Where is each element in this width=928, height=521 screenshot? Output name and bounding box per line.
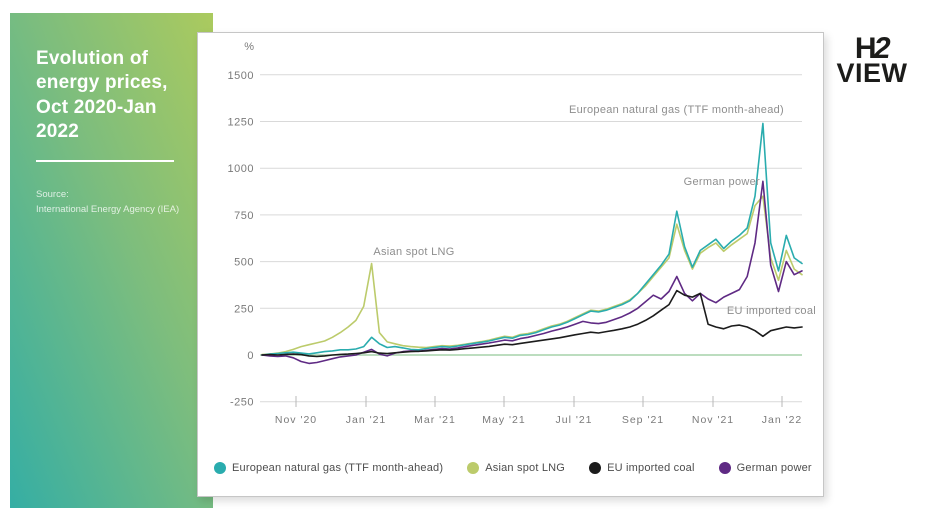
x-axis-tick-label: Nov '20 [275, 414, 317, 426]
legend-label: German power [736, 462, 812, 474]
x-axis-tick-label: May '21 [482, 414, 525, 426]
y-axis-tick-label: 1500 [228, 70, 254, 82]
series-line-european-natural-gas-ttf-month-ahead [261, 122, 803, 356]
source-label: Source: [36, 189, 69, 201]
source-value: International Energy Agency (IEA) [36, 203, 180, 215]
legend-dot-icon [718, 462, 731, 474]
series-annotation: German power [684, 176, 760, 188]
y-axis-unit-label: % [244, 41, 254, 53]
x-axis-tick-label: Jul '21 [555, 414, 592, 426]
y-axis-tick-label: 1250 [228, 117, 254, 129]
x-axis-tick-label: Sep '21 [622, 414, 664, 426]
series-annotation: EU imported coal [727, 305, 816, 317]
series-line-eu-imported-coal [261, 289, 803, 358]
legend-label: Asian spot LNG [485, 462, 566, 474]
sidebar-panel: Evolution of energy prices, Oct 2020-Jan… [10, 13, 213, 508]
series-annotation: Asian spot LNG [373, 246, 454, 258]
legend-dot-icon [589, 462, 602, 474]
y-axis-tick-label: 1000 [228, 163, 254, 175]
legend-dot-icon [467, 462, 480, 474]
y-axis-tick-label: -250 [230, 397, 254, 409]
legend-item: EU imported coal [589, 462, 695, 474]
legend-label: European natural gas (TTF month-ahead) [232, 462, 444, 474]
h2-logo-mark: H2 [854, 32, 893, 65]
y-axis-tick-label: 500 [234, 257, 254, 269]
y-axis-tick-label: 0 [247, 350, 254, 362]
legend-item: Asian spot LNG [467, 462, 565, 474]
legend-item: European natural gas (TTF month-ahead) [214, 462, 443, 474]
series-line-asian-spot-lng [261, 195, 803, 356]
energy-prices-line-chart: 1500 1250 1000 750 500 250 0 -250% Nov '20 Jan '2… [228, 41, 816, 426]
x-axis-tick-label: Jan '22 [762, 414, 803, 426]
series-line-german-power [261, 180, 803, 365]
y-axis-tick-label: 750 [234, 210, 254, 222]
legend-dot-icon [214, 462, 226, 474]
legend-label: EU imported coal [607, 462, 695, 474]
y-axis-tick-label: 250 [234, 303, 254, 315]
x-axis-tick-label: Nov '21 [692, 414, 734, 426]
h2view-logo: H2 VIEW [820, 32, 924, 88]
legend-item: German power [718, 462, 812, 474]
x-axis-tick-label: Jan '21 [346, 414, 387, 426]
series-annotation: European natural gas (TTF month-ahead) [569, 104, 784, 116]
title-underline [36, 160, 174, 163]
chart-panel: 1500 1250 1000 750 500 250 0 -250% Nov '20 Jan '2… [197, 32, 824, 497]
view-wordmark: VIEW [836, 58, 908, 88]
x-axis-tick-label: Mar '21 [414, 414, 456, 426]
page-title: Evolution of energy prices, Oct 2020-Jan… [36, 48, 168, 142]
source-note: Source: International Energy Agency (IEA… [36, 188, 191, 217]
chart-legend: European natural gas (TTF month-ahead) As… [214, 457, 817, 479]
